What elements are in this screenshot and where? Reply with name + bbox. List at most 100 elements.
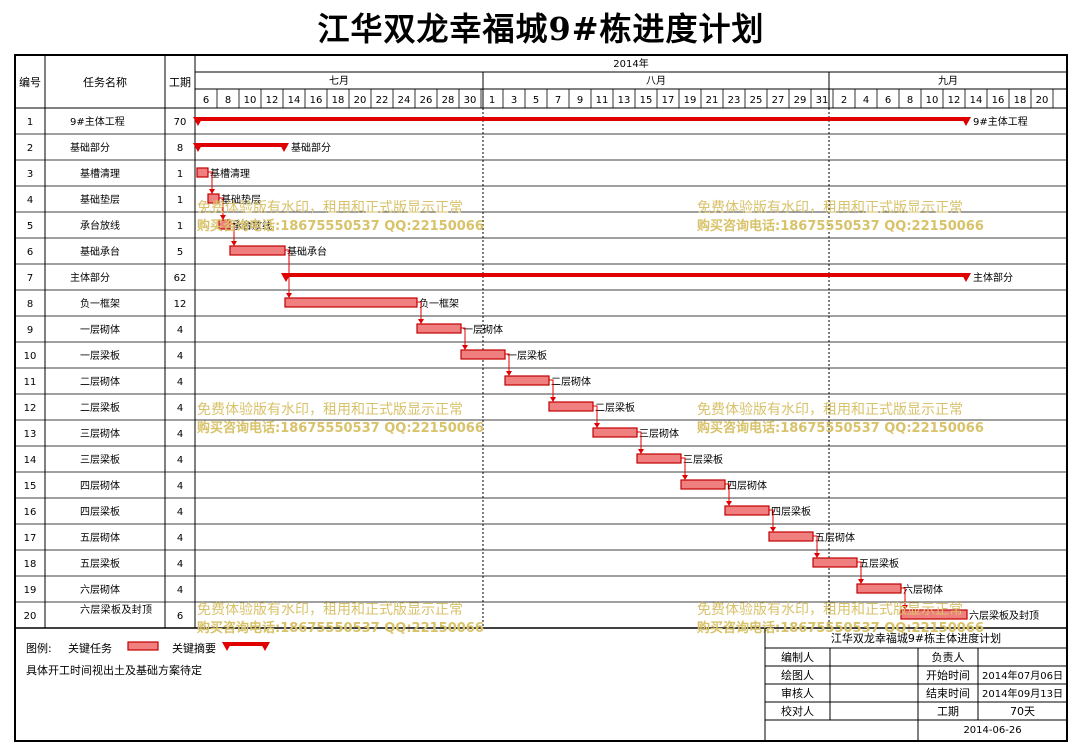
dependency-link <box>417 301 422 323</box>
task-duration: 6 <box>177 611 183 622</box>
day-label: 9 <box>577 95 583 106</box>
titleblock-field: 结束时间 <box>926 687 970 700</box>
task-name: 五层砌体 <box>80 532 120 544</box>
dependency-arrow <box>726 501 732 506</box>
day-label: 18 <box>332 95 345 106</box>
task-number: 1 <box>27 117 33 128</box>
task-name: 二层砌体 <box>80 376 120 388</box>
dependency-link <box>208 171 213 193</box>
bar-label: 四层砌体 <box>727 480 767 492</box>
task-number: 14 <box>24 455 37 466</box>
task-bar <box>724 505 770 516</box>
bar-label: 二层砌体 <box>551 376 591 388</box>
day-label: 28 <box>442 95 455 106</box>
summary-bar <box>195 143 287 147</box>
day-label: 30 <box>464 95 477 106</box>
day-label: 14 <box>970 95 983 106</box>
day-label: 12 <box>266 95 279 106</box>
dependency-arrow <box>231 241 237 246</box>
day-label: 8 <box>225 95 231 106</box>
bar-label: 基槽清理 <box>210 167 250 180</box>
dependency-arrow <box>220 215 226 220</box>
task-name: 9#主体工程 <box>70 116 125 128</box>
dependency-arrow <box>902 605 908 610</box>
titleblock-field: 开始时间 <box>926 668 970 682</box>
task-duration: 4 <box>177 481 183 492</box>
bar-label: 一层砌体 <box>463 324 503 336</box>
legend-note: 具体开工时间视出土及基础方案待定 <box>26 663 202 677</box>
task-number: 11 <box>24 377 37 388</box>
task-duration: 4 <box>177 559 183 570</box>
watermark-text: 购买咨询电话:18675550537 QQ:22150066 <box>697 620 984 636</box>
day-label: 11 <box>596 95 609 106</box>
task-number: 6 <box>27 247 33 258</box>
task-number: 12 <box>24 403 37 414</box>
day-label: 4 <box>863 95 869 106</box>
day-label: 5 <box>533 95 539 106</box>
task-number: 15 <box>24 481 37 492</box>
task-duration: 4 <box>177 377 183 388</box>
task-bar <box>768 531 814 542</box>
titleblock-value: 2014年07月06日 <box>982 669 1063 682</box>
task-bar <box>680 479 726 490</box>
bar-label: 基础部分 <box>291 141 331 154</box>
dependency-link <box>813 535 818 557</box>
watermark-text: 免费体验版有水印，租用和正式版显示正常 <box>697 200 963 216</box>
task-bar <box>812 557 858 568</box>
task-bar <box>416 323 462 334</box>
day-label: 31 <box>816 95 829 106</box>
task-number: 2 <box>27 143 33 154</box>
task-name: 三层砌体 <box>80 428 120 440</box>
task-number: 7 <box>27 273 33 284</box>
day-label: 3 <box>511 95 517 106</box>
titleblock-value: 70天 <box>1010 705 1035 718</box>
task-duration: 4 <box>177 455 183 466</box>
day-label: 2 <box>841 95 847 106</box>
dependency-arrow <box>418 319 424 324</box>
day-label: 26 <box>420 95 433 106</box>
bar-label: 五层砌体 <box>815 532 855 544</box>
day-label: 23 <box>728 95 741 106</box>
month-label: 九月 <box>938 75 958 87</box>
task-name: 基础承台 <box>80 245 120 258</box>
task-number: 13 <box>24 429 37 440</box>
bar-label: 五层梁板 <box>859 557 899 570</box>
task-duration: 4 <box>177 325 183 336</box>
watermark-text: 免费体验版有水印，租用和正式版显示正常 <box>197 602 463 618</box>
watermark-text: 购买咨询电话:18675550537 QQ:22150066 <box>697 218 984 234</box>
legend-summary-marker <box>222 642 232 651</box>
task-bar <box>196 167 209 178</box>
bar-label: 承台放线 <box>232 219 272 232</box>
task-number: 3 <box>27 169 33 180</box>
task-duration: 70 <box>174 117 187 128</box>
task-duration: 4 <box>177 429 183 440</box>
bar-label: 基础垫层 <box>221 193 261 206</box>
bar-label: 三层砌体 <box>639 428 679 440</box>
day-label: 10 <box>244 95 257 106</box>
task-name: 承台放线 <box>80 219 120 232</box>
task-duration: 4 <box>177 507 183 518</box>
day-label: 7 <box>555 95 561 106</box>
day-label: 8 <box>907 95 913 106</box>
watermark-text: 免费体验版有水印，租用和正式版显示正常 <box>697 402 963 418</box>
dependency-link <box>219 197 224 219</box>
task-duration: 1 <box>177 169 183 180</box>
task-bar <box>636 453 682 464</box>
bar-label: 9#主体工程 <box>973 116 1028 128</box>
dependency-arrow <box>594 423 600 428</box>
dependency-arrow <box>550 397 556 402</box>
column-header-duration: 工期 <box>169 76 191 89</box>
day-label: 20 <box>354 95 367 106</box>
task-duration: 1 <box>177 221 183 232</box>
titleblock-field: 校对人 <box>781 704 814 718</box>
summary-end-marker <box>961 117 971 126</box>
dependency-link <box>857 561 862 583</box>
day-label: 1 <box>489 95 495 106</box>
legend-task-swatch <box>127 641 159 651</box>
watermark-text: 免费体验版有水印，租用和正式版显示正常 <box>697 602 963 618</box>
dependency-link <box>285 249 290 297</box>
task-name: 五层梁板 <box>80 557 120 570</box>
task-bar <box>229 245 286 256</box>
titleblock-title: 江华双龙幸福城9#栋主体进度计划 <box>831 631 1001 645</box>
dependency-link <box>505 353 510 375</box>
